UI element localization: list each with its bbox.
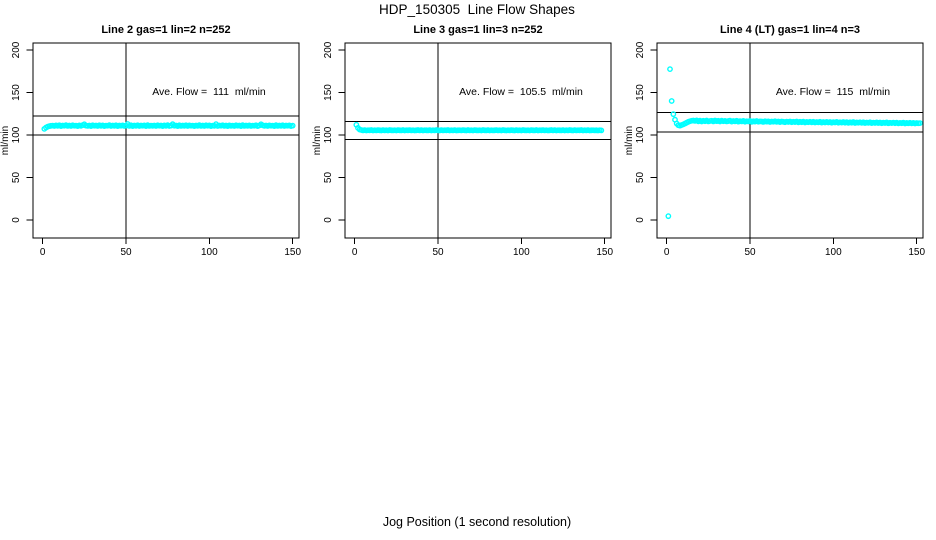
data-point <box>668 98 675 104</box>
y-tick-label: 200 <box>635 41 646 58</box>
y-tick-label: 200 <box>323 41 334 58</box>
y-tick-label: 50 <box>635 172 646 184</box>
panel-title: Line 3 gas=1 lin=3 n=252 <box>413 24 543 36</box>
y-tick-label: 100 <box>323 126 334 143</box>
plot-frame <box>344 42 612 239</box>
data-point <box>665 213 672 220</box>
y-tick-label: 0 <box>323 217 334 223</box>
y-tick-label: 200 <box>11 41 22 58</box>
x-tick-label: 150 <box>284 247 301 258</box>
x-tick-label: 0 <box>664 247 670 258</box>
panel-line-2: Line 2 gas=1 lin=2 n=252 0 50 100 150 0 50 100… <box>0 18 312 268</box>
x-tick-label: 50 <box>120 247 132 258</box>
y-tick-label: 150 <box>323 84 334 101</box>
ave-flow-annotation: Ave. Flow = 105.5 ml/min <box>459 86 583 98</box>
x-tick-label: 100 <box>513 247 530 258</box>
x-tick-label: 0 <box>40 247 46 258</box>
y-tick-label: 100 <box>635 126 646 143</box>
scatter-plot: 0 50 100 150 0 50 100 150 200 ml/min <box>312 41 613 258</box>
panel-line-4: Line 4 (LT) gas=1 lin=4 n=3 0 50 100 150 0 50… <box>624 18 936 268</box>
ave-flow-annotation: Ave. Flow = 115 ml/min <box>775 86 891 98</box>
y-tick-label: 100 <box>11 126 22 143</box>
data-point <box>917 120 923 127</box>
data-points <box>41 121 296 132</box>
x-axis-title: Jog Position (1 second resolution) <box>382 515 572 529</box>
y-tick-label: 150 <box>11 84 22 101</box>
data-point <box>598 127 605 134</box>
plot-frame <box>32 42 300 239</box>
data-points <box>353 121 605 134</box>
panel-line-3: Line 3 gas=1 lin=3 n=252 0 50 100 150 0 50 100… <box>312 18 624 268</box>
x-tick-label: 100 <box>825 247 842 258</box>
x-tick-label: 150 <box>596 247 613 258</box>
y-tick-label: 150 <box>635 84 646 101</box>
panel-title: Line 2 gas=1 lin=2 n=252 <box>101 24 231 36</box>
x-tick-label: 100 <box>201 247 218 258</box>
y-axis-title: ml/min <box>624 126 635 155</box>
data-points <box>665 66 923 220</box>
page-title: HDP_150305 Line Flow Shapes <box>379 2 575 17</box>
ave-flow-annotation: Ave. Flow = 111 ml/min <box>152 86 266 98</box>
data-point <box>289 122 296 129</box>
scatter-plot: 0 50 100 150 0 50 100 150 200 ml/min <box>0 41 301 258</box>
x-tick-label: 0 <box>352 247 358 258</box>
y-tick-label: 50 <box>323 172 334 184</box>
x-tick-label: 50 <box>432 247 444 258</box>
y-tick-label: 0 <box>11 217 22 223</box>
x-tick-label: 150 <box>908 247 925 258</box>
y-axis-title: ml/min <box>312 126 323 155</box>
data-point <box>670 111 677 118</box>
panel-title: Line 4 (LT) gas=1 lin=4 n=3 <box>719 24 861 36</box>
scatter-plot: 0 50 100 150 0 50 100 150 200 ml/min <box>624 41 925 258</box>
y-tick-label: 50 <box>11 172 22 184</box>
data-point <box>667 66 673 73</box>
x-tick-label: 50 <box>744 247 756 258</box>
y-tick-label: 0 <box>635 217 646 223</box>
y-axis-title: ml/min <box>0 126 11 155</box>
plot-frame <box>656 42 924 239</box>
